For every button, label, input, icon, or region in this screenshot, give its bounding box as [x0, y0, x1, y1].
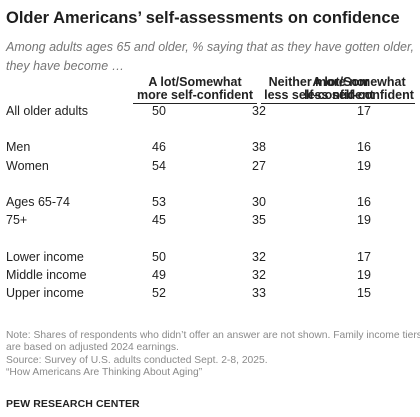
source-text: Source: Survey of U.S. adults conducted … — [6, 354, 268, 366]
row-label: Upper income — [6, 286, 84, 300]
table-row: Women 54 27 19 — [0, 159, 420, 175]
column-header-line: less self-confident — [304, 88, 414, 102]
cell-neither: 32 — [252, 250, 266, 264]
table-row: Ages 65-74 53 30 16 — [0, 195, 420, 211]
cell-more-confident: 50 — [152, 104, 166, 118]
cell-neither: 38 — [252, 140, 266, 154]
cell-less-confident: 16 — [357, 195, 371, 209]
note-text: Note: Shares of respondents who didn’t o… — [6, 330, 420, 341]
cell-more-confident: 49 — [152, 268, 166, 282]
table-row: Lower income 50 32 17 — [0, 250, 420, 266]
cell-more-confident: 52 — [152, 286, 166, 300]
column-header-more-confident: A lot/Somewhat more self-confident — [133, 76, 257, 104]
cell-neither: 27 — [252, 159, 266, 173]
column-header-neither: Neither more nor less self-confident — [261, 76, 377, 104]
organization-name: PEW RESEARCH CENTER — [6, 398, 140, 410]
report-title: “How Americans Are Thinking About Aging” — [6, 366, 203, 378]
cell-more-confident: 45 — [152, 213, 166, 227]
cell-less-confident: 19 — [357, 268, 371, 282]
column-header-line: more self-confident — [137, 88, 253, 102]
row-label: 75+ — [6, 213, 28, 227]
table-row: Men 46 38 16 — [0, 140, 420, 156]
chart-subtitle: Among adults ages 65 and older, % saying… — [6, 40, 414, 73]
cell-less-confident: 15 — [357, 286, 371, 300]
cell-less-confident: 16 — [357, 140, 371, 154]
column-header-line: less self-confident — [264, 88, 374, 102]
chart-notes: Note: Shares of respondents who didn’t o… — [6, 330, 420, 379]
row-label: Ages 65-74 — [6, 195, 70, 209]
column-header-less-confident: A lot/Somewhat less self-confident — [303, 76, 415, 104]
cell-neither: 32 — [252, 268, 266, 282]
cell-more-confident: 54 — [152, 159, 166, 173]
row-label: Men — [6, 140, 31, 154]
cell-neither: 30 — [252, 195, 266, 209]
cell-less-confident: 19 — [357, 159, 371, 173]
row-label: Women — [6, 159, 49, 173]
cell-neither: 35 — [252, 213, 266, 227]
row-label: Middle income — [6, 268, 87, 282]
cell-less-confident: 19 — [357, 213, 371, 227]
cell-neither: 33 — [252, 286, 266, 300]
cell-more-confident: 46 — [152, 140, 166, 154]
table-row: Upper income 52 33 15 — [0, 286, 420, 302]
row-label: All older adults — [6, 104, 88, 118]
table-row: All older adults 50 32 17 — [0, 104, 420, 120]
cell-less-confident: 17 — [357, 250, 371, 264]
column-header-line: A lot/Somewhat — [148, 75, 242, 89]
cell-more-confident: 50 — [152, 250, 166, 264]
column-header-line: A lot/Somewhat — [312, 75, 406, 89]
cell-less-confident: 17 — [357, 104, 371, 118]
note-text: are based on adjusted 2024 earnings. — [6, 342, 179, 354]
cell-neither: 32 — [252, 104, 266, 118]
table-row: 75+ 45 35 19 — [0, 213, 420, 229]
cell-more-confident: 53 — [152, 195, 166, 209]
row-label: Lower income — [6, 250, 84, 264]
column-header-line: Neither more nor — [268, 75, 370, 89]
chart-title: Older Americans’ self-assessments on con… — [6, 9, 400, 27]
table-row: Middle income 49 32 19 — [0, 268, 420, 284]
